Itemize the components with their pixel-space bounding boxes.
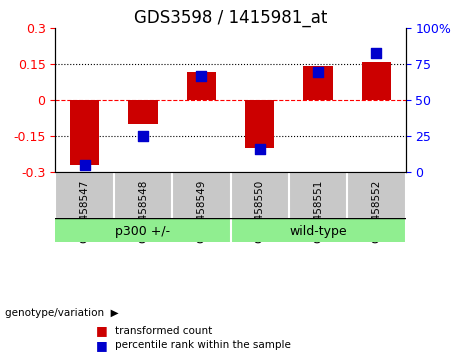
Bar xyxy=(128,101,158,125)
Text: transformed count: transformed count xyxy=(115,326,213,336)
Point xyxy=(139,133,147,139)
Text: GSM458548: GSM458548 xyxy=(138,179,148,242)
Bar xyxy=(303,65,333,101)
Text: ■: ■ xyxy=(95,325,107,337)
Text: GSM458547: GSM458547 xyxy=(79,179,89,242)
Text: ■: ■ xyxy=(95,339,107,352)
Text: percentile rank within the sample: percentile rank within the sample xyxy=(115,340,291,350)
Bar xyxy=(187,72,216,101)
Text: GSM458550: GSM458550 xyxy=(254,179,265,242)
Text: GSM458552: GSM458552 xyxy=(372,179,382,242)
Title: GDS3598 / 1415981_at: GDS3598 / 1415981_at xyxy=(134,9,327,27)
Text: GSM458549: GSM458549 xyxy=(196,179,207,242)
Bar xyxy=(245,101,274,148)
Text: wild-type: wild-type xyxy=(290,225,347,238)
Text: p300 +/-: p300 +/- xyxy=(115,225,171,238)
Point xyxy=(373,50,380,56)
Point xyxy=(198,73,205,79)
Text: GSM458551: GSM458551 xyxy=(313,179,323,242)
Text: genotype/variation  ▶: genotype/variation ▶ xyxy=(5,308,118,318)
Point xyxy=(314,69,322,74)
Point xyxy=(256,147,263,152)
Bar xyxy=(362,62,391,101)
Bar xyxy=(70,101,99,165)
Point xyxy=(81,162,88,168)
